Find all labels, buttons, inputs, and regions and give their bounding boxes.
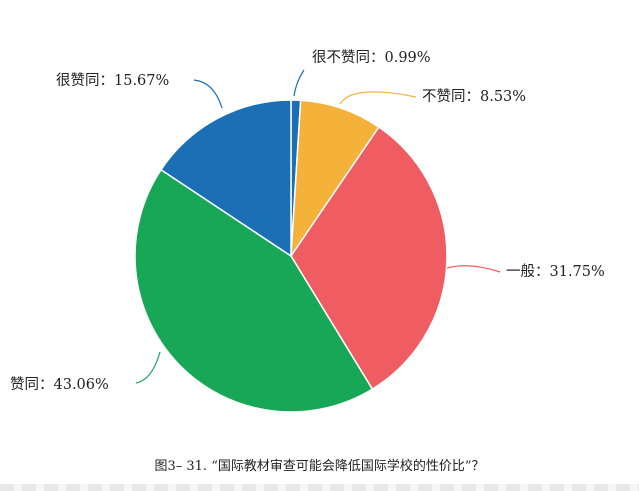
pie-slices	[134, 99, 448, 413]
cropped-text-strip	[0, 484, 639, 491]
pie-slice-2	[290, 126, 448, 390]
figure-caption: 图3– 31. “国际教材审查可能会降低国际学校的性价比”？	[154, 459, 485, 474]
slice-labels: 很不赞同：0.99% 不赞同：8.53% 一般：31.75% 赞同：43.06% 很赞同…	[10, 49, 605, 393]
slice-label-0: 很不赞同：0.99%	[312, 49, 431, 66]
slice-label-1: 不赞同：8.53%	[422, 88, 526, 105]
leader-line-4	[193, 79, 223, 109]
leader-lines	[135, 69, 501, 384]
pie-slice-3	[134, 168, 374, 413]
slice-label-4: 很赞同：15.67%	[56, 72, 169, 89]
leader-line-1	[339, 91, 417, 105]
leader-line-3	[135, 351, 161, 384]
leader-line-0	[293, 69, 305, 97]
pie-slice-4	[160, 99, 292, 257]
slice-label-3: 赞同：43.06%	[10, 376, 109, 393]
pie-slice-1	[290, 99, 380, 257]
leader-line-2	[446, 265, 501, 273]
slice-label-2: 一般：31.75%	[506, 263, 605, 280]
